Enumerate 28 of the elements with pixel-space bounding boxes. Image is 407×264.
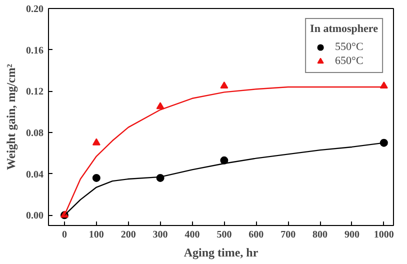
x-tick-label: 400: [184, 230, 200, 240]
point: [220, 81, 228, 89]
y-axis-title: Weight gain, mg/cm²: [4, 64, 18, 170]
y-tick-label: 0.04: [26, 169, 44, 180]
point: [380, 81, 388, 89]
point: [92, 138, 100, 146]
x-tick-label: 900: [344, 230, 360, 240]
x-tick-label: 100: [88, 230, 104, 240]
legend-label: 650°C: [335, 54, 364, 68]
x-tick-label: 500: [216, 230, 232, 240]
y-tick-label: 0.08: [26, 128, 44, 139]
point: [156, 102, 164, 110]
y-tick-label: 0.16: [26, 45, 44, 56]
legend-title: In atmosphere: [310, 23, 378, 35]
legend-label: 550°C: [335, 40, 364, 54]
x-tick-label: 1000: [374, 230, 394, 240]
x-tick-label: 0: [62, 230, 67, 240]
point: [92, 174, 100, 182]
x-tick-label: 300: [152, 230, 168, 240]
point: [380, 138, 388, 147]
x-tick-label: 600: [248, 230, 264, 240]
x-tick-label: 700: [280, 230, 296, 240]
x-axis-title: Aging time, hr: [184, 246, 259, 260]
x-tick-label: 800: [312, 230, 328, 240]
y-tick-label: 0.12: [26, 86, 44, 98]
x-tick-label: 200: [120, 230, 136, 240]
y-tick-label: 0.20: [26, 4, 44, 15]
y-tick-label: 0.00: [26, 210, 44, 222]
